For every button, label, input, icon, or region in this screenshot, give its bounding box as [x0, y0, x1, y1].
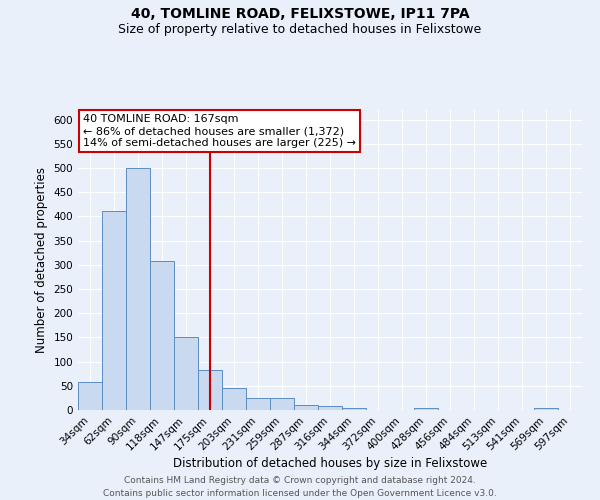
Bar	[318, 406, 342, 410]
Bar	[414, 408, 438, 410]
Bar	[246, 398, 270, 410]
Bar	[174, 338, 198, 410]
Text: Contains HM Land Registry data © Crown copyright and database right 2024.
Contai: Contains HM Land Registry data © Crown c…	[103, 476, 497, 498]
Bar	[222, 388, 246, 410]
Bar	[150, 262, 174, 410]
Bar	[294, 405, 318, 410]
Bar	[78, 382, 102, 410]
Y-axis label: Number of detached properties: Number of detached properties	[35, 167, 48, 353]
Bar	[270, 398, 294, 410]
Text: 40 TOMLINE ROAD: 167sqm
← 86% of detached houses are smaller (1,372)
14% of semi: 40 TOMLINE ROAD: 167sqm ← 86% of detache…	[83, 114, 356, 148]
Text: Size of property relative to detached houses in Felixstowe: Size of property relative to detached ho…	[118, 22, 482, 36]
Bar	[102, 211, 126, 410]
Bar	[342, 408, 366, 410]
Bar	[126, 168, 150, 410]
Bar	[198, 370, 222, 410]
Text: 40, TOMLINE ROAD, FELIXSTOWE, IP11 7PA: 40, TOMLINE ROAD, FELIXSTOWE, IP11 7PA	[131, 8, 469, 22]
Bar	[534, 408, 558, 410]
X-axis label: Distribution of detached houses by size in Felixstowe: Distribution of detached houses by size …	[173, 458, 487, 470]
